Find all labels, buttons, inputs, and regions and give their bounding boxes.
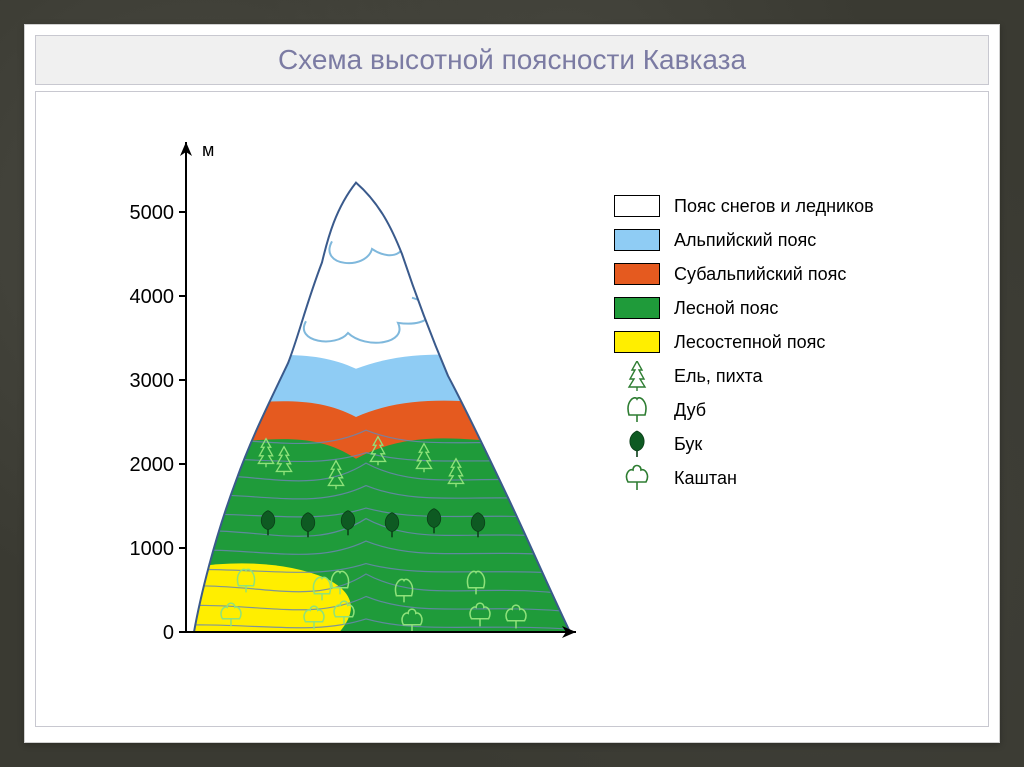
legend-zone-row: Лесной пояс (614, 294, 874, 322)
legend-zone-label: Пояс снегов и ледников (674, 196, 874, 217)
legend-zone-row: Пояс снегов и ледников (614, 192, 874, 220)
legend-zone-row: Лесостепной пояс (614, 328, 874, 356)
legend-tree-label: Ель, пихта (674, 366, 763, 387)
legend-tree-label: Бук (674, 434, 702, 455)
legend-zone-label: Лесной пояс (674, 298, 778, 319)
oak-icon (614, 398, 660, 422)
y-tick-label: 3000 (130, 370, 175, 392)
y-tick-label: 0 (163, 622, 174, 644)
legend-swatch (614, 331, 660, 353)
legend-zone-label: Субальпийский пояс (674, 264, 846, 285)
legend-swatch (614, 195, 660, 217)
y-tick-label: 2000 (130, 454, 175, 476)
diagram-title: Схема высотной поясности Кавказа (35, 35, 989, 85)
legend-tree-row: Каштан (614, 464, 874, 492)
y-tick-label: 1000 (130, 538, 175, 560)
beech-icon (614, 432, 660, 456)
legend-swatch (614, 297, 660, 319)
legend-swatch (614, 263, 660, 285)
axis-unit-label: м (202, 140, 214, 160)
legend-zone-row: Субальпийский пояс (614, 260, 874, 288)
legend-zone-row: Альпийский пояс (614, 226, 874, 254)
chart-panel: м 0 1000 2000 3000 4000 5000 Пояс снегов и лед… (35, 91, 989, 727)
legend-tree-row: Ель, пихта (614, 362, 874, 390)
chestnut-icon (614, 466, 660, 490)
legend-tree-label: Каштан (674, 468, 737, 489)
legend-swatch (614, 229, 660, 251)
legend-tree-row: Дуб (614, 396, 874, 424)
slide-frame: Схема высотной поясности Кавказа м 0 1000 2… (24, 24, 1000, 743)
y-tick-label: 5000 (130, 202, 175, 224)
legend-zone-label: Лесостепной пояс (674, 332, 825, 353)
legend-zone-label: Альпийский пояс (674, 230, 816, 251)
legend: Пояс снегов и ледников Альпийский пояс Суб… (614, 192, 874, 498)
legend-tree-row: Бук (614, 430, 874, 458)
y-tick-label: 4000 (130, 286, 175, 308)
legend-tree-label: Дуб (674, 400, 706, 421)
conifer-icon (614, 364, 660, 388)
